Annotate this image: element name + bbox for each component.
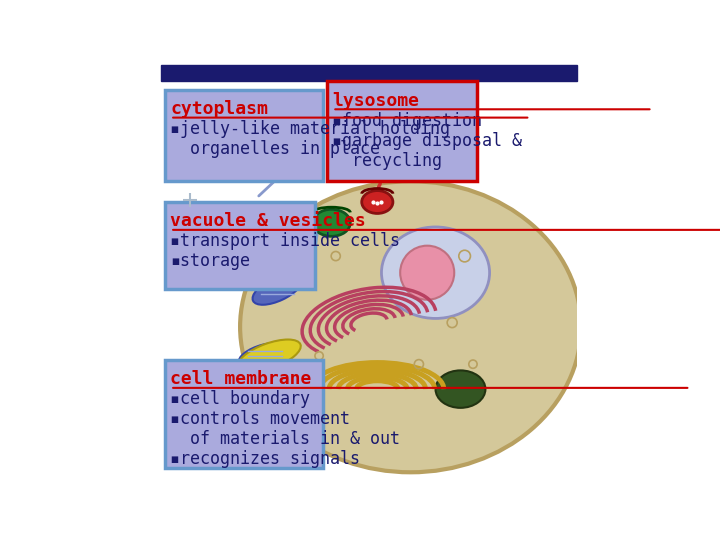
Text: cell membrane: cell membrane: [170, 370, 312, 388]
FancyBboxPatch shape: [166, 360, 323, 468]
Circle shape: [400, 246, 454, 300]
Ellipse shape: [240, 181, 581, 472]
Ellipse shape: [313, 210, 351, 237]
Text: cytoplasm: cytoplasm: [170, 100, 268, 118]
Text: lysosome: lysosome: [333, 92, 420, 110]
Text: ▪garbage disposal &: ▪garbage disposal &: [333, 132, 523, 150]
Ellipse shape: [436, 370, 485, 408]
FancyBboxPatch shape: [328, 82, 477, 181]
Text: ▪cell boundary: ▪cell boundary: [170, 390, 310, 408]
Text: organelles in place: organelles in place: [170, 140, 380, 158]
Ellipse shape: [361, 191, 393, 213]
Text: of materials in & out: of materials in & out: [170, 430, 400, 448]
Text: ▪jelly-like material holding: ▪jelly-like material holding: [170, 120, 450, 138]
Ellipse shape: [253, 274, 302, 305]
FancyBboxPatch shape: [166, 90, 323, 181]
Text: ▪recognizes signals: ▪recognizes signals: [170, 450, 360, 468]
Text: ▪food digestion: ▪food digestion: [333, 112, 482, 130]
Text: recycling: recycling: [333, 152, 442, 170]
Ellipse shape: [238, 340, 301, 372]
Text: vacuole & vesicles: vacuole & vesicles: [170, 212, 366, 231]
Text: ▪transport inside cells: ▪transport inside cells: [170, 232, 400, 251]
Text: ▪storage: ▪storage: [170, 252, 251, 271]
Bar: [161, 65, 577, 82]
FancyBboxPatch shape: [166, 202, 315, 289]
Ellipse shape: [382, 227, 490, 319]
Ellipse shape: [239, 343, 292, 369]
Text: ▪controls movement: ▪controls movement: [170, 410, 350, 428]
